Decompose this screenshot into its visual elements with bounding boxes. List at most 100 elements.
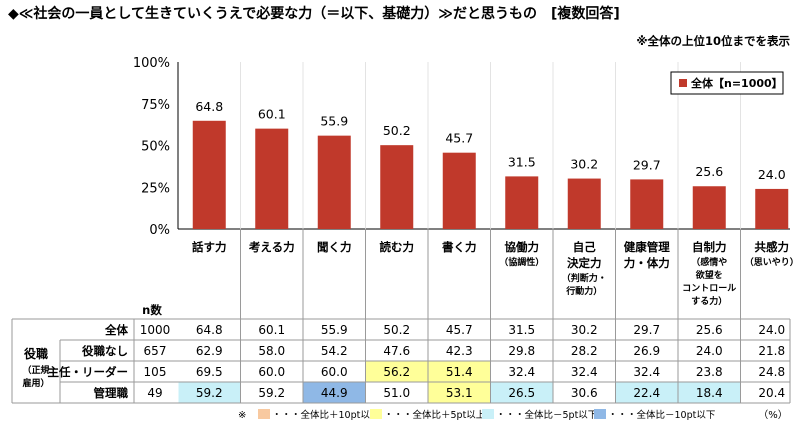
- bar: [380, 145, 414, 229]
- bar: [692, 186, 726, 229]
- table-cell: 31.5: [508, 323, 535, 337]
- bar-value-label: 30.2: [570, 157, 598, 172]
- table-cell: 53.1: [446, 386, 473, 400]
- table-cell: 26.5: [508, 386, 535, 400]
- category-label: 考える力: [249, 240, 295, 254]
- legend-swatch: [679, 79, 687, 87]
- table-cell: 23.8: [696, 365, 723, 379]
- category-label: 共感力: [755, 240, 790, 254]
- category-sub-label: 行動力）: [565, 285, 602, 297]
- legend-label: 全体【n=1000】: [690, 76, 783, 90]
- category-label: 自己: [573, 240, 596, 254]
- highlight-cell: [366, 361, 428, 382]
- table-cell: 58.0: [258, 344, 285, 358]
- table-cell: 28.2: [571, 344, 598, 358]
- footer-swatch: [370, 409, 382, 419]
- table-cell: 32.4: [571, 365, 598, 379]
- category-label: 読む力: [380, 240, 415, 254]
- chart-title: ◆≪社会の一員として生きていくうえで必要な力（＝以下、基礎力）≫だと思うもの […: [8, 6, 620, 22]
- footer-swatch: [594, 409, 606, 419]
- table-cell: 54.2: [321, 344, 348, 358]
- table-cell: 25.6: [696, 323, 723, 337]
- category-label: 健康管理: [624, 240, 670, 254]
- row-label: 主任・リーダー: [48, 365, 129, 379]
- footer-label: ・・・全体比＋5pt以上: [384, 409, 486, 421]
- category-sub-label: （協調性）: [499, 256, 544, 268]
- highlight-cell: [428, 382, 490, 403]
- bar: [567, 178, 601, 229]
- category-label: 書く力: [442, 240, 477, 254]
- table-cell: 51.0: [383, 386, 410, 400]
- table-cell: 26.9: [633, 344, 660, 358]
- unit-label: （%）: [758, 409, 788, 421]
- y-tick-label: 100%: [133, 56, 170, 71]
- n-header: n数: [142, 303, 162, 317]
- table-cell: 21.8: [758, 344, 785, 358]
- bar: [255, 128, 289, 229]
- bar-value-label: 60.1: [258, 107, 286, 122]
- row-n: 657: [144, 344, 167, 358]
- bar-value-label: 24.0: [758, 167, 786, 182]
- bar-value-label: 55.9: [320, 114, 348, 129]
- table-cell: 32.4: [508, 365, 535, 379]
- table-cell: 29.7: [633, 323, 660, 337]
- category-label: 話す力: [192, 240, 227, 254]
- row-label: 管理職: [94, 386, 129, 400]
- table-cell: 60.0: [321, 365, 348, 379]
- bar-value-label: 45.7: [445, 131, 473, 146]
- y-tick-label: 0%: [149, 223, 170, 238]
- table-cell: 60.1: [258, 323, 285, 337]
- table-cell: 60.0: [258, 365, 285, 379]
- table-cell: 20.4: [758, 386, 785, 400]
- footer-mark: ※: [238, 410, 246, 421]
- table-cell: 30.6: [571, 386, 598, 400]
- category-label: 力・体力: [624, 256, 670, 270]
- row-n: 49: [147, 386, 162, 400]
- group-label: 雇用）: [22, 377, 49, 389]
- table-cell: 59.2: [258, 386, 285, 400]
- legend-box: [670, 71, 784, 95]
- y-tick-label: 25%: [141, 181, 170, 196]
- table-cell: 22.4: [633, 386, 660, 400]
- table-cell: 56.2: [383, 365, 410, 379]
- footer-label: ・・・全体比－5pt以下: [496, 409, 597, 421]
- table-cell: 45.7: [446, 323, 473, 337]
- bar: [505, 176, 539, 229]
- highlight-cell: [428, 361, 490, 382]
- table-cell: 18.4: [696, 386, 723, 400]
- category-label: 自制力: [692, 240, 727, 254]
- table-cell: 30.2: [571, 323, 598, 337]
- table-cell: 42.3: [446, 344, 473, 358]
- bar-value-label: 50.2: [383, 123, 411, 138]
- footer-label: ・・・全体比＋10pt以上: [272, 409, 380, 421]
- bar: [192, 120, 226, 229]
- category-sub-label: （思いやり）: [745, 257, 799, 268]
- bar-value-label: 64.8: [195, 99, 223, 114]
- table-cell: 62.9: [196, 344, 223, 358]
- category-sub-label: （感情や: [691, 256, 727, 268]
- bar-value-label: 31.5: [508, 154, 536, 169]
- category-label: 聞く力: [317, 240, 352, 254]
- table-cell: 24.8: [758, 365, 785, 379]
- table-cell: 50.2: [383, 323, 410, 337]
- table-cell: 32.4: [633, 365, 660, 379]
- category-sub-label: 欲望を: [695, 269, 723, 281]
- footer-label: ・・・全体比－10pt以下: [608, 409, 715, 421]
- table-cell: 44.9: [321, 386, 348, 400]
- row-n: 1000: [140, 323, 171, 337]
- category-label: 協働力: [505, 240, 540, 254]
- category-sub-label: する力）: [691, 295, 727, 307]
- row-label: 全体: [104, 323, 128, 337]
- table-cell: 29.8: [508, 344, 535, 358]
- row-label: 役職なし: [82, 344, 128, 358]
- table-cell: 59.2: [196, 386, 223, 400]
- bar: [442, 152, 476, 229]
- group-label: （正規: [22, 364, 49, 376]
- bar: [755, 188, 789, 229]
- y-tick-label: 50%: [141, 140, 170, 155]
- bar-value-label: 25.6: [695, 164, 723, 179]
- table-cell: 69.5: [196, 365, 223, 379]
- table-cell: 64.8: [196, 323, 223, 337]
- table-cell: 47.6: [383, 344, 410, 358]
